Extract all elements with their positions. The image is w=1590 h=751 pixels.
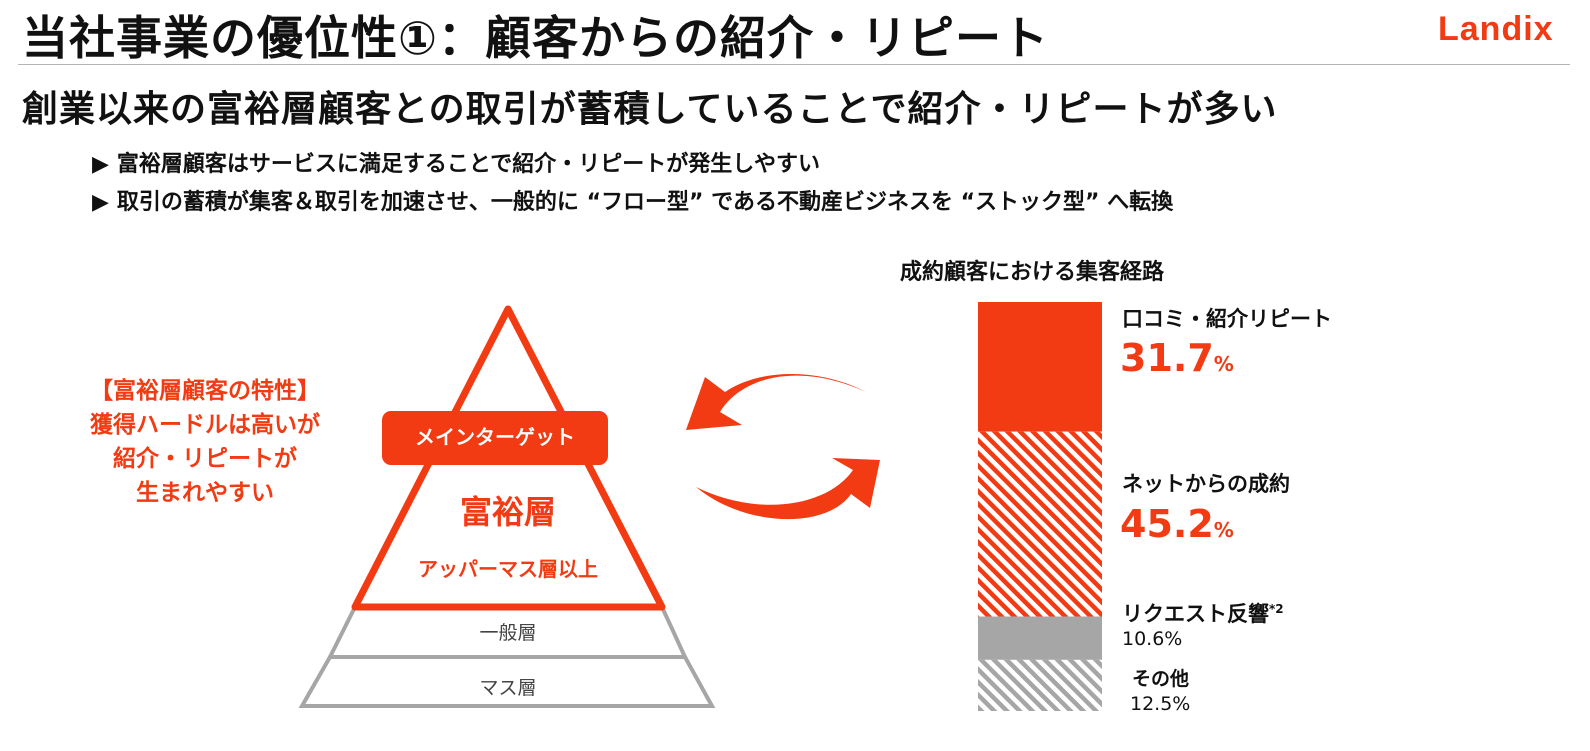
percent-unit: % xyxy=(1213,352,1234,376)
bar-segment-2 xyxy=(978,431,1102,617)
landix-logo: Landix xyxy=(1438,10,1554,48)
arrow-left-icon xyxy=(686,374,866,430)
footnote-marker: *2 xyxy=(1269,602,1284,616)
headline: 創業以来の富裕層顧客との取引が蓄積していることで紹介・リピートが多い xyxy=(22,89,1278,130)
general-label: 一般層 xyxy=(479,622,537,644)
wealthy-traits-note: 【富裕層顧客の特性】 獲得ハードルは高いが 紹介・リピートが 生まれやすい xyxy=(40,374,370,510)
title-divider xyxy=(18,64,1570,65)
value-number: 45.2 xyxy=(1120,502,1214,546)
segment-value-referral: 31.7% xyxy=(1120,336,1234,380)
segment-label-referral: 口コミ・紹介リピート xyxy=(1122,307,1332,331)
note-line: 紹介・リピートが xyxy=(113,446,297,472)
note-line: 獲得ハードルは高いが xyxy=(90,412,320,438)
upper-mass-label: アッパーマス層以上 xyxy=(418,557,598,581)
bar-segment-1 xyxy=(978,302,1102,432)
channel-bar-chart xyxy=(978,302,1102,711)
segment-label-other: その他 xyxy=(1132,668,1190,690)
wealthy-label: 富裕層 xyxy=(459,493,556,531)
segment-label-online: ネットからの成約 xyxy=(1122,472,1290,496)
bar-segment-3 xyxy=(978,616,1102,660)
main-target-label: メインターゲット xyxy=(415,425,575,449)
note-heading: 【富裕層顧客の特性】 xyxy=(90,378,320,404)
percent-unit: % xyxy=(1213,518,1234,542)
segment-label-request: リクエスト反響*2 xyxy=(1122,598,1284,628)
bullet-1: ▶ 富裕層顧客はサービスに満足することで紹介・リピートが発生しやすい xyxy=(92,146,820,178)
value-number: 31.7 xyxy=(1120,336,1214,380)
page-title: 当社事業の優位性①：顧客からの紹介・リピート xyxy=(22,11,1049,65)
triangle-bullet-icon: ▶ xyxy=(92,190,109,215)
mass-label: マス層 xyxy=(479,677,537,699)
segment-value-request: 10.6% xyxy=(1122,628,1183,650)
segment-value-other: 12.5% xyxy=(1130,693,1191,715)
arrow-right-icon xyxy=(696,458,880,520)
label-text: リクエスト反響 xyxy=(1122,602,1269,626)
bullet-2: ▶ 取引の蓄積が集客＆取引を加速させ、一般的に “フロー型” である不動産ビジネス… xyxy=(92,184,1173,216)
bullet-text: 取引の蓄積が集客＆取引を加速させ、一般的に “フロー型” である不動産ビジネスを… xyxy=(116,190,1174,215)
note-line: 生まれやすい xyxy=(136,480,274,506)
chart-title: 成約顧客における集客経路 xyxy=(900,260,1165,285)
triangle-bullet-icon: ▶ xyxy=(92,152,109,177)
bar-segment-4 xyxy=(978,659,1102,711)
bullet-text: 富裕層顧客はサービスに満足することで紹介・リピートが発生しやすい xyxy=(116,152,821,177)
main-target-badge xyxy=(382,411,608,465)
segment-value-online: 45.2% xyxy=(1120,502,1234,546)
